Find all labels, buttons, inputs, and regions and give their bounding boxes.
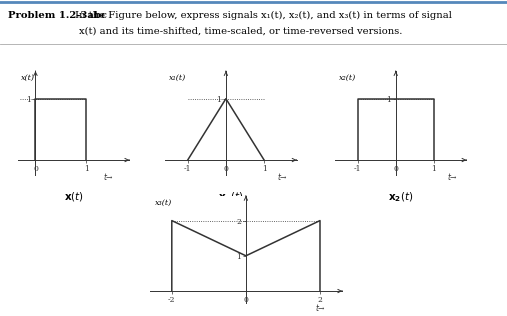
Text: x₂(t): x₂(t) [339,74,356,82]
Text: $\mathbf{x}$$(t)$: $\mathbf{x}$$(t)$ [63,190,84,203]
Text: $t$→: $t$→ [315,302,327,313]
Text: $t$→: $t$→ [103,171,114,182]
Text: x(t): x(t) [21,74,35,82]
Text: In the Figure below, express signals x₁(t), x₂(t), and x₃(t) in terms of signal: In the Figure below, express signals x₁(… [75,11,452,20]
Text: x₃(t): x₃(t) [155,199,172,207]
Text: x(t) and its time-shifted, time-scaled, or time-reversed versions.: x(t) and its time-shifted, time-scaled, … [79,27,402,36]
Text: $t$→: $t$→ [447,171,458,182]
Text: Problem 1.2-3abc: Problem 1.2-3abc [8,11,106,20]
Text: x₁(t): x₁(t) [169,74,186,82]
Text: $t$→: $t$→ [277,171,288,182]
Text: $\mathbf{x_1}$$(t)$: $\mathbf{x_1}$$(t)$ [218,190,243,204]
Text: $\mathbf{x_2}$$(t)$: $\mathbf{x_2}$$(t)$ [388,190,413,204]
